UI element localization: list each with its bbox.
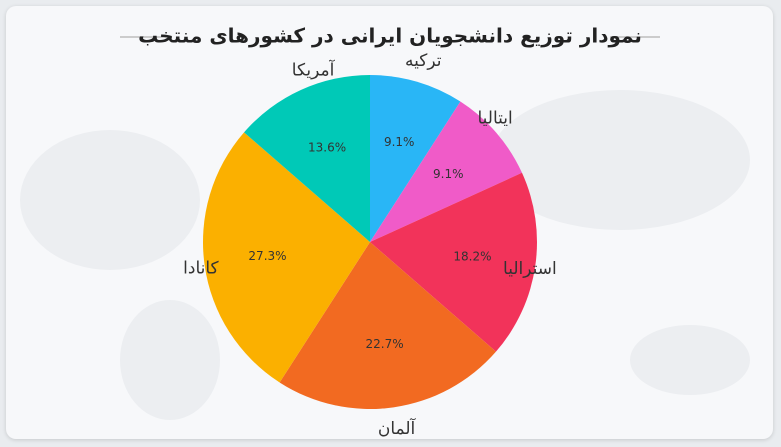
- value-label: 9.1%: [433, 167, 464, 181]
- category-label: ایتالیا: [477, 109, 512, 129]
- value-label: 18.2%: [453, 249, 491, 263]
- category-label: استرالیا: [503, 259, 557, 279]
- category-label: آلمان: [378, 417, 417, 439]
- pie-slice: [370, 75, 461, 242]
- value-label: 13.6%: [308, 140, 346, 154]
- value-label: 9.1%: [384, 135, 415, 149]
- world-map: [20, 90, 750, 420]
- pie-slice: [202, 132, 370, 383]
- chart-title: نمودار توزیع دانشجویان ایرانی در کشورهای…: [138, 24, 642, 48]
- value-label: 27.3%: [248, 249, 286, 263]
- pie-slice: [370, 101, 522, 242]
- pie-slice: [279, 242, 496, 409]
- category-label: کانادا: [183, 259, 219, 279]
- category-label: آمریکا: [292, 58, 336, 80]
- pie-slice: [370, 172, 537, 352]
- category-label: ترکیه: [405, 51, 442, 71]
- value-label: 22.7%: [366, 337, 404, 351]
- pie-slice: [244, 75, 370, 242]
